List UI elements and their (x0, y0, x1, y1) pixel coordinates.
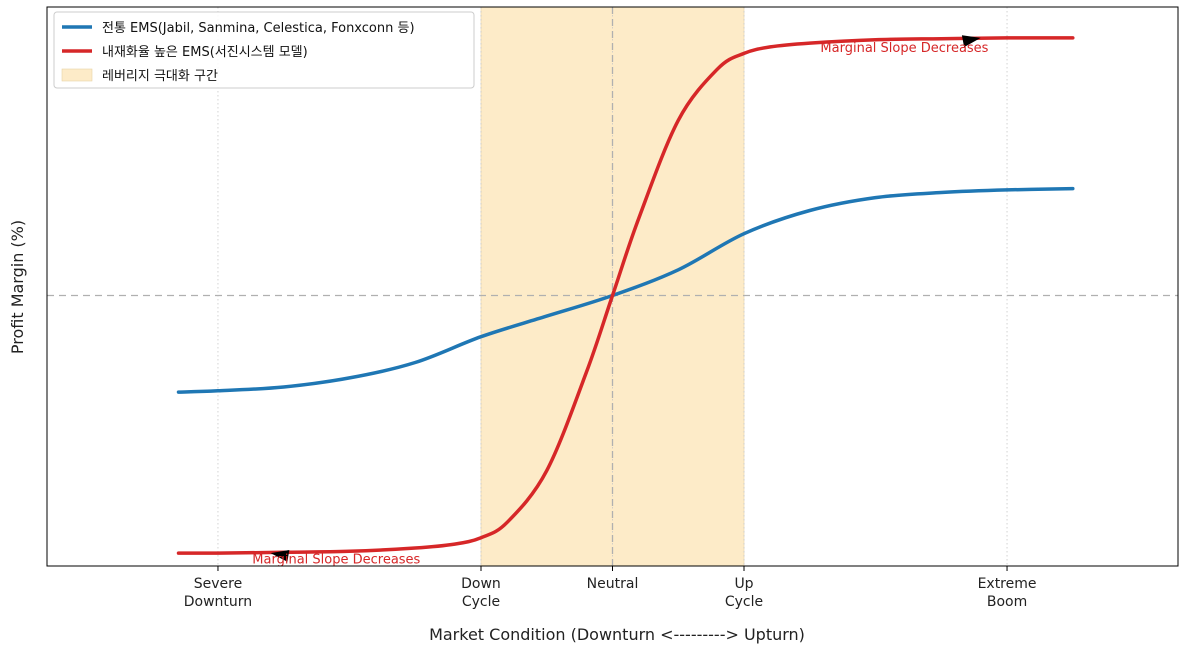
annotation-arrowhead (961, 35, 981, 48)
x-tick-label: Cycle (725, 594, 763, 610)
annotation-label: Marginal Slope Decreases (820, 41, 988, 56)
series-group (176, 36, 1075, 555)
legend-label: 내재화율 높은 EMS(서진시스템 모델) (102, 45, 308, 60)
annotation-label: Marginal Slope Decreases (252, 552, 420, 567)
x-tick-label: Severe (194, 576, 242, 592)
x-tick-label: Down (461, 576, 501, 592)
x-ticks: Severe Downturn Down Cycle Neutral Up Cycle Ext… (184, 566, 1037, 610)
legend-label: 전통 EMS(Jabil, Sanmina, Celestica, Fonxco… (102, 21, 415, 36)
legend: 전통 EMS(Jabil, Sanmina, Celestica, Fonxco… (53, 11, 475, 89)
legend-label: 레버리지 극대화 구간 (102, 69, 218, 84)
x-tick-label: Neutral (587, 576, 639, 592)
series-line-high-integration-ems (176, 36, 1075, 555)
annotations: Marginal Slope Decreases Marginal Slope D… (252, 35, 989, 567)
legend-box (53, 11, 475, 89)
y-axis-title: Profit Margin (%) (8, 220, 27, 354)
x-tick-label: Boom (987, 594, 1027, 610)
legend-swatch (61, 68, 93, 82)
x-axis-title: Market Condition (Downturn <---------> U… (429, 625, 805, 644)
x-tick-label: Extreme (978, 576, 1037, 592)
annotation-arrowhead (270, 550, 290, 562)
x-tick-label: Downturn (184, 594, 252, 610)
x-tick-label: Cycle (462, 594, 500, 610)
x-tick-label: Up (734, 576, 753, 592)
